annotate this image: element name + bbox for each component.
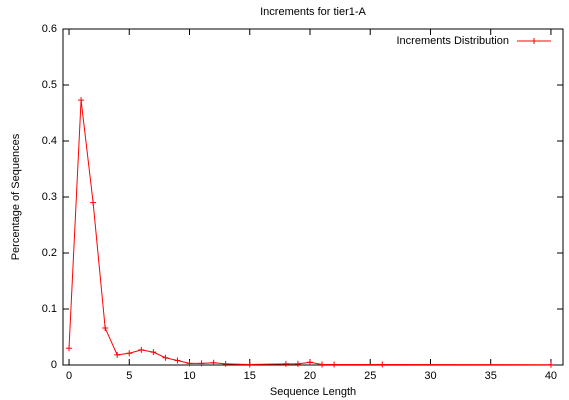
y-tick-label: 0.1 <box>42 303 57 315</box>
x-tick-label: 5 <box>126 370 132 382</box>
x-tick-label: 15 <box>244 370 256 382</box>
point-marker <box>150 349 157 356</box>
point-marker <box>294 360 301 367</box>
y-tick-label: 0 <box>51 359 57 371</box>
point-marker <box>379 361 386 368</box>
point-marker <box>547 361 554 368</box>
y-tick-label: 0.6 <box>42 23 57 35</box>
point-marker <box>210 359 217 366</box>
point-marker <box>198 360 205 367</box>
point-marker <box>246 361 253 368</box>
point-marker <box>162 354 169 361</box>
point-marker <box>126 350 133 357</box>
x-tick-label: 10 <box>183 370 195 382</box>
point-marker <box>102 325 109 332</box>
x-tick-label: 30 <box>424 370 436 382</box>
x-tick-label: 0 <box>66 370 72 382</box>
y-axis-label: Percentage of Sequences <box>10 133 22 260</box>
y-tick-label: 0.4 <box>42 135 57 147</box>
legend-label: Increments Distribution <box>397 35 510 47</box>
point-marker <box>319 361 326 368</box>
x-tick-label: 40 <box>545 370 557 382</box>
x-axis-label: Sequence Length <box>270 386 356 398</box>
chart-title: Increments for tier1-A <box>260 6 366 18</box>
point-marker <box>331 361 338 368</box>
point-marker <box>306 359 313 366</box>
legend-marker <box>531 38 537 44</box>
series-line <box>68 100 551 366</box>
y-tick-label: 0.3 <box>42 191 57 203</box>
point-marker <box>174 357 181 364</box>
x-tick-label: 20 <box>304 370 316 382</box>
y-tick-label: 0.5 <box>42 79 57 91</box>
point-marker <box>222 360 229 367</box>
point-marker <box>78 97 85 104</box>
point-marker <box>282 360 289 367</box>
x-tick-label: 25 <box>364 370 376 382</box>
point-marker <box>90 199 97 206</box>
point-marker <box>138 346 145 353</box>
point-marker <box>66 345 73 352</box>
x-tick-label: 35 <box>485 370 497 382</box>
plot-frame <box>62 28 564 366</box>
y-tick-label: 0.2 <box>42 247 57 259</box>
point-marker <box>186 360 193 367</box>
point-marker <box>114 351 121 358</box>
